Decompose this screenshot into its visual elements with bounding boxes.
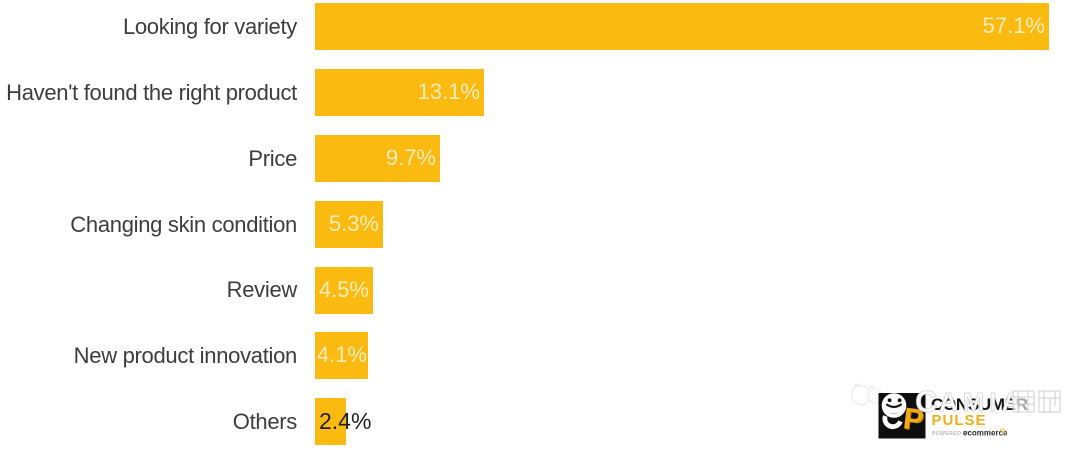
svg-text:AMIA: AMIA (939, 387, 1025, 417)
svg-text:P: P (901, 402, 925, 437)
svg-text:ecommerce: ecommerce (963, 429, 1008, 438)
svg-text:P: P (902, 403, 926, 438)
svg-text:POWERED BY: POWERED BY (932, 431, 971, 437)
svg-text:CONSUMER: CONSUMER (931, 395, 1028, 414)
svg-text:IQ: IQ (1000, 429, 1005, 435)
svg-text:PULSE: PULSE (932, 412, 987, 429)
svg-text:C: C (915, 384, 937, 419)
